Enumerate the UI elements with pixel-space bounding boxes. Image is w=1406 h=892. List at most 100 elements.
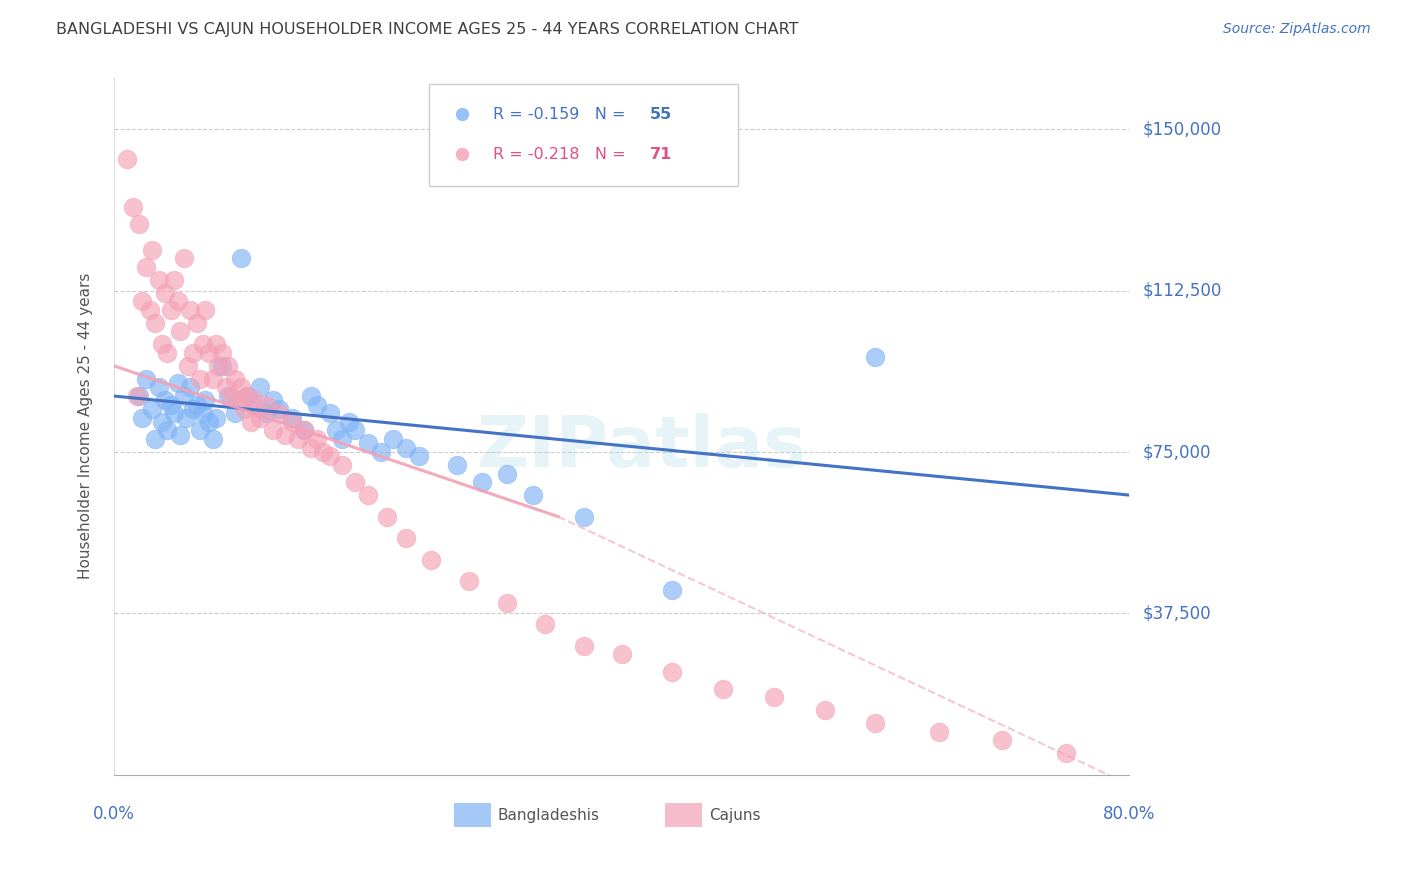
- Point: [169, 325, 191, 339]
- Point: [204, 410, 226, 425]
- Point: [219, 389, 242, 403]
- Text: 80.0%: 80.0%: [1102, 805, 1156, 823]
- Point: [229, 252, 252, 266]
- Point: [319, 406, 342, 420]
- Point: [173, 252, 195, 266]
- Point: [179, 302, 201, 317]
- Point: [232, 401, 254, 416]
- Point: [236, 389, 259, 403]
- Point: [610, 648, 633, 662]
- Point: [148, 273, 170, 287]
- Point: [163, 406, 186, 420]
- Point: [661, 582, 683, 597]
- Point: [299, 389, 322, 403]
- Point: [357, 436, 380, 450]
- Point: [711, 681, 734, 696]
- Point: [217, 389, 239, 403]
- Point: [148, 380, 170, 394]
- Point: [181, 401, 204, 416]
- Point: [865, 716, 887, 731]
- Point: [294, 424, 316, 438]
- Point: [319, 450, 342, 464]
- Point: [135, 260, 157, 274]
- Point: [194, 393, 217, 408]
- Point: [813, 703, 835, 717]
- Point: [1054, 747, 1077, 761]
- Point: [382, 432, 405, 446]
- Point: [370, 445, 392, 459]
- Text: Source: ZipAtlas.com: Source: ZipAtlas.com: [1223, 22, 1371, 37]
- Point: [153, 393, 176, 408]
- Point: [865, 351, 887, 365]
- Point: [122, 200, 145, 214]
- Point: [198, 415, 221, 429]
- Point: [395, 531, 418, 545]
- Text: 0.0%: 0.0%: [93, 805, 135, 823]
- Point: [224, 406, 246, 420]
- Point: [131, 294, 153, 309]
- Point: [190, 372, 212, 386]
- Point: [408, 450, 430, 464]
- Point: [131, 410, 153, 425]
- Point: [254, 398, 277, 412]
- Point: [198, 346, 221, 360]
- Text: $37,500: $37,500: [1143, 605, 1212, 623]
- Point: [163, 273, 186, 287]
- Point: [991, 733, 1014, 747]
- Point: [194, 302, 217, 317]
- Point: [307, 398, 329, 412]
- Point: [202, 432, 225, 446]
- Point: [240, 415, 263, 429]
- Point: [287, 432, 309, 446]
- Point: [160, 398, 183, 412]
- Point: [357, 488, 380, 502]
- Point: [332, 432, 354, 446]
- Point: [181, 346, 204, 360]
- Point: [572, 639, 595, 653]
- Text: 71: 71: [650, 146, 672, 161]
- Point: [312, 445, 335, 459]
- Point: [150, 337, 173, 351]
- Point: [496, 596, 519, 610]
- Point: [179, 380, 201, 394]
- Point: [337, 415, 360, 429]
- Point: [176, 359, 198, 373]
- Point: [138, 302, 160, 317]
- Point: [458, 574, 481, 589]
- Point: [572, 509, 595, 524]
- Point: [143, 316, 166, 330]
- Point: [191, 406, 214, 420]
- Point: [262, 424, 284, 438]
- Text: 55: 55: [650, 107, 672, 122]
- Point: [344, 424, 367, 438]
- Point: [143, 432, 166, 446]
- Point: [332, 458, 354, 472]
- Point: [173, 389, 195, 403]
- Point: [242, 393, 264, 408]
- Point: [125, 389, 148, 403]
- Point: [229, 380, 252, 394]
- Point: [160, 302, 183, 317]
- Text: Cajuns: Cajuns: [709, 807, 761, 822]
- Point: [375, 509, 398, 524]
- Point: [762, 690, 785, 705]
- Text: $150,000: $150,000: [1143, 120, 1222, 138]
- Point: [186, 316, 208, 330]
- Point: [471, 475, 494, 490]
- Text: Bangladeshis: Bangladeshis: [498, 807, 600, 822]
- Y-axis label: Householder Income Ages 25 - 44 years: Householder Income Ages 25 - 44 years: [79, 273, 93, 580]
- Text: $75,000: $75,000: [1143, 443, 1212, 461]
- Point: [211, 359, 233, 373]
- Point: [191, 337, 214, 351]
- Point: [446, 458, 468, 472]
- Point: [496, 467, 519, 481]
- Point: [207, 359, 229, 373]
- Text: R = -0.218   N =: R = -0.218 N =: [492, 146, 630, 161]
- Point: [254, 406, 277, 420]
- Text: BANGLADESHI VS CAJUN HOUSEHOLDER INCOME AGES 25 - 44 YEARS CORRELATION CHART: BANGLADESHI VS CAJUN HOUSEHOLDER INCOME …: [56, 22, 799, 37]
- Point: [204, 337, 226, 351]
- Point: [176, 410, 198, 425]
- Point: [211, 346, 233, 360]
- Point: [267, 401, 290, 416]
- Point: [186, 398, 208, 412]
